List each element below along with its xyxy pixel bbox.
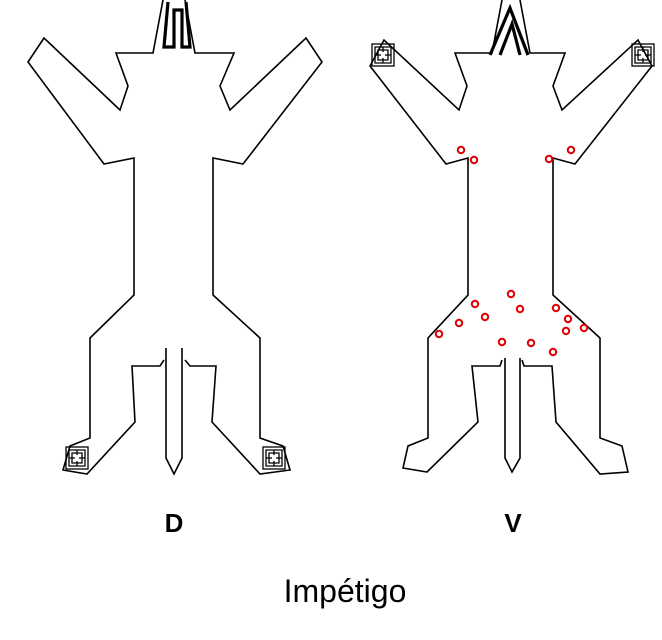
- dorsal-left-foot-icon: [65, 446, 89, 470]
- dorsal-tail: [165, 348, 183, 476]
- lesion-marker: [469, 155, 479, 165]
- ventral-view: [369, 0, 655, 475]
- dorsal-label: D: [165, 508, 184, 538]
- ventral-head-mark: [488, 3, 530, 56]
- lesion-marker: [506, 289, 516, 299]
- lesion-marker: [563, 314, 573, 324]
- ventral-label: V: [504, 508, 522, 538]
- lesion-marker: [579, 323, 589, 333]
- lesion-marker: [434, 329, 444, 339]
- lesion-marker: [561, 326, 571, 336]
- ventral-outline: [369, 0, 653, 475]
- ventral-tail: [504, 358, 521, 474]
- lesion-marker: [544, 154, 554, 164]
- lesion-marker: [454, 318, 464, 328]
- lesion-marker: [497, 337, 507, 347]
- lesion-marker: [456, 145, 466, 155]
- lesion-marker: [548, 347, 558, 357]
- lesion-markers: [434, 145, 589, 357]
- dorsal-outline: [27, 0, 323, 475]
- lesion-marker: [566, 145, 576, 155]
- dorsal-right-foot-icon: [262, 446, 286, 470]
- lesion-marker: [551, 303, 561, 313]
- lesion-marker: [480, 312, 490, 322]
- lesion-marker: [515, 304, 525, 314]
- dorsal-view: [27, 0, 323, 476]
- lesion-marker: [526, 338, 536, 348]
- diagram-caption: Impétigo: [284, 573, 407, 609]
- ventral-left-hand-icon: [371, 43, 395, 67]
- ventral-right-hand-icon: [631, 43, 655, 67]
- lesion-marker: [470, 299, 480, 309]
- dorsal-head-mark: [162, 1, 192, 49]
